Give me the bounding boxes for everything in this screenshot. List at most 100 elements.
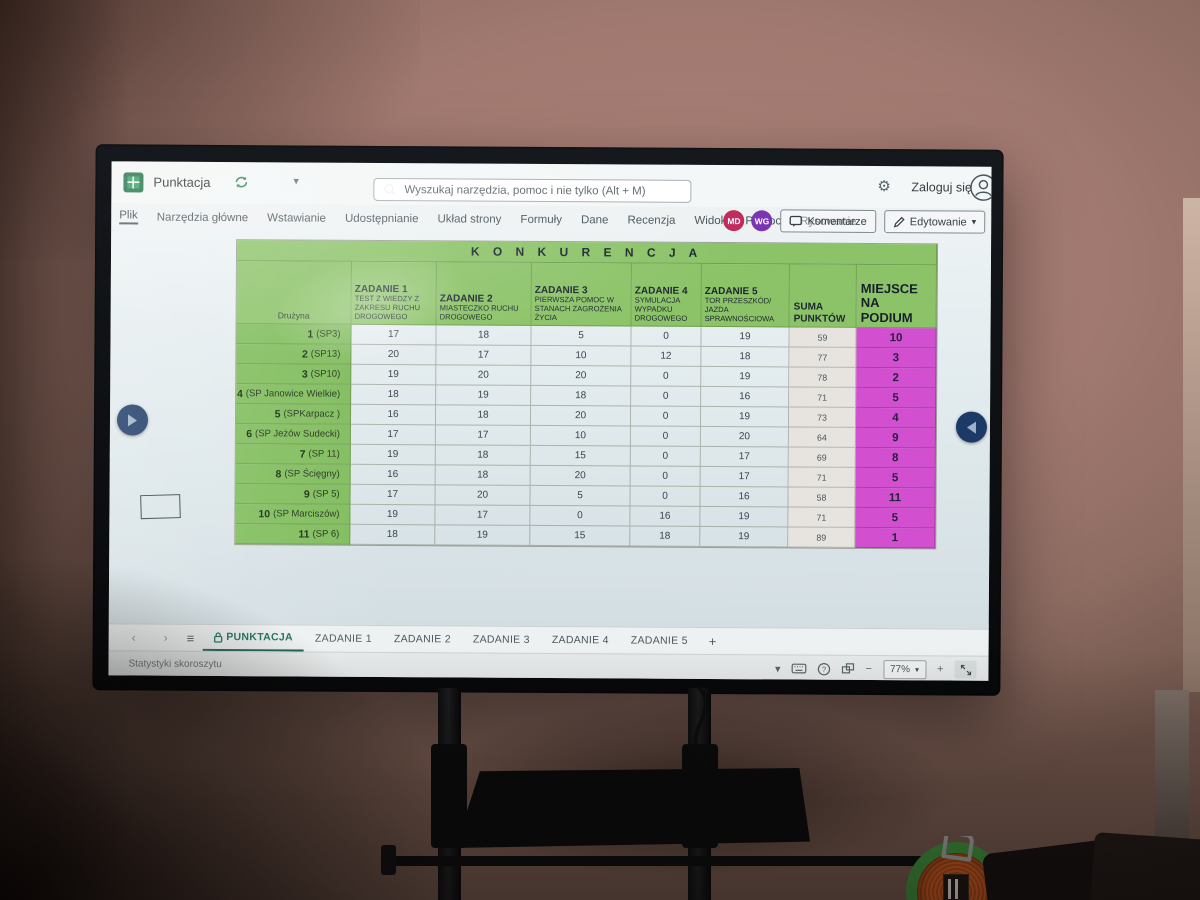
menu-uk-ad-strony[interactable]: Układ strony	[437, 212, 502, 226]
score-cell-r11-z4[interactable]: 18	[630, 526, 701, 547]
menu-plik[interactable]: Plik	[119, 209, 138, 225]
score-cell-r3-z5[interactable]: 19	[701, 366, 790, 388]
sum-cell-row-2[interactable]: 77	[789, 347, 857, 368]
score-cell-r5-z3[interactable]: 20	[530, 405, 632, 427]
score-cell-r9-z3[interactable]: 5	[530, 485, 631, 507]
score-cell-r2-z5[interactable]: 18	[701, 346, 790, 368]
score-cell-r8-z4[interactable]: 0	[630, 466, 701, 487]
score-cell-r9-z4[interactable]: 0	[630, 486, 701, 507]
place-cell-row-7[interactable]: 8	[855, 447, 936, 469]
score-cell-r9-z2[interactable]: 20	[435, 485, 531, 506]
score-cell-r4-z3[interactable]: 18	[531, 385, 632, 407]
sum-cell-row-4[interactable]: 71	[789, 387, 857, 408]
score-cell-r10-z5[interactable]: 19	[700, 506, 789, 528]
menu-udost-pnianie[interactable]: Udostępnianie	[344, 212, 419, 225]
score-cell-r7-z1[interactable]: 19	[350, 444, 436, 466]
menu-dane[interactable]: Dane	[580, 213, 609, 226]
score-cell-r1-z3[interactable]: 5	[531, 325, 632, 347]
score-cell-r2-z3[interactable]: 10	[531, 345, 632, 367]
title-chevron-down-icon[interactable]: ▾	[293, 175, 300, 188]
score-cell-r7-z4[interactable]: 0	[630, 446, 701, 467]
place-cell-row-5[interactable]: 4	[855, 407, 937, 429]
sheet-tab-zadanie-5[interactable]: ZADANIE 5	[620, 627, 699, 653]
score-cell-r10-z1[interactable]: 19	[350, 504, 436, 526]
team-cell-row-11[interactable]: 11 (SP 6)	[235, 524, 351, 545]
zoom-in-icon[interactable]: +	[937, 663, 944, 676]
sheet-tab-zadanie-4[interactable]: ZADANIE 4	[541, 627, 620, 653]
sum-cell-row-11[interactable]: 89	[788, 527, 856, 548]
zoom-out-icon[interactable]: −	[865, 662, 873, 675]
sheet-tab-zadanie-3[interactable]: ZADANIE 3	[462, 626, 541, 652]
menu-widok[interactable]: Widok	[694, 214, 727, 227]
score-cell-r1-z2[interactable]: 18	[436, 325, 532, 346]
score-cell-r5-z5[interactable]: 19	[700, 406, 790, 428]
score-cell-r6-z2[interactable]: 17	[435, 425, 531, 446]
excel-app-icon[interactable]	[123, 172, 144, 193]
place-cell-row-9[interactable]: 11	[855, 487, 936, 509]
score-cell-r3-z2[interactable]: 20	[436, 365, 532, 386]
score-cell-r8-z2[interactable]: 18	[435, 465, 531, 486]
score-cell-r10-z2[interactable]: 17	[435, 505, 531, 526]
place-cell-row-4[interactable]: 5	[856, 387, 937, 409]
place-cell-row-1[interactable]: 10	[856, 327, 937, 349]
team-cell-row-6[interactable]: 6 (SP Jeżów Sudecki)	[235, 424, 351, 445]
score-cell-r4-z5[interactable]: 16	[701, 386, 790, 408]
gear-icon[interactable]: ⚙	[877, 178, 891, 196]
score-cell-r5-z2[interactable]: 18	[435, 405, 532, 426]
team-cell-row-4[interactable]: 4 (SP Janowice Wielkie)	[236, 384, 352, 405]
score-cell-r7-z5[interactable]: 17	[700, 446, 789, 468]
score-cell-r1-z4[interactable]: 0	[631, 326, 702, 347]
place-cell-row-11[interactable]: 1	[855, 527, 936, 549]
score-cell-r3-z3[interactable]: 20	[531, 365, 632, 387]
score-cell-r3-z4[interactable]: 0	[631, 366, 702, 387]
score-cell-r6-z3[interactable]: 10	[530, 425, 631, 447]
display-settings-icon[interactable]	[841, 663, 855, 675]
search-input[interactable]	[373, 177, 692, 203]
score-cell-r2-z4[interactable]: 12	[631, 346, 702, 367]
score-cell-r4-z4[interactable]: 0	[631, 386, 702, 407]
account-person-icon[interactable]	[969, 174, 992, 202]
score-cell-r8-z3[interactable]: 20	[530, 465, 631, 487]
team-cell-row-7[interactable]: 7 (SP 11)	[235, 444, 351, 465]
score-cell-r10-z3[interactable]: 0	[530, 505, 631, 527]
score-cell-r6-z1[interactable]: 17	[350, 424, 436, 446]
score-cell-r11-z5[interactable]: 19	[700, 526, 789, 548]
fit-to-window-button[interactable]	[954, 660, 977, 679]
display-side-menu-left-button[interactable]	[116, 404, 149, 436]
menu-narz-dzia-g-wne[interactable]: Narzędzia główne	[156, 211, 249, 224]
score-cell-r5-z1[interactable]: 16	[350, 404, 437, 426]
score-cell-r3-z1[interactable]: 19	[351, 364, 437, 386]
score-cell-r11-z1[interactable]: 18	[350, 524, 436, 546]
score-cell-r7-z2[interactable]: 18	[435, 445, 531, 466]
score-cell-r11-z2[interactable]: 19	[435, 525, 531, 546]
comments-button[interactable]: Komentarze	[780, 209, 876, 233]
team-cell-row-1[interactable]: 1 (SP3)	[236, 324, 352, 345]
score-cell-r1-z1[interactable]: 17	[351, 324, 437, 346]
menu-wstawianie[interactable]: Wstawianie	[267, 211, 327, 225]
avatar-md[interactable]: MD	[723, 210, 745, 232]
sum-cell-row-3[interactable]: 78	[789, 367, 857, 388]
score-cell-r8-z5[interactable]: 17	[700, 466, 789, 488]
display-side-menu-right-button[interactable]	[955, 411, 988, 443]
score-cell-r6-z4[interactable]: 0	[630, 426, 701, 447]
score-cell-r10-z4[interactable]: 16	[630, 506, 701, 527]
add-sheet-button[interactable]: +	[708, 633, 717, 649]
score-cell-r6-z5[interactable]: 20	[700, 426, 789, 448]
workbook-title[interactable]: Punktacja	[153, 174, 211, 190]
score-cell-r8-z1[interactable]: 16	[350, 464, 436, 486]
score-cell-r11-z3[interactable]: 15	[530, 525, 631, 547]
team-cell-row-5[interactable]: 5 (SPKarpacz )	[235, 404, 352, 425]
team-cell-row-2[interactable]: 2 (SP13)	[236, 344, 352, 365]
menu-formu-y[interactable]: Formuły	[520, 213, 563, 226]
sum-cell-row-7[interactable]: 69	[788, 447, 856, 468]
place-cell-row-3[interactable]: 2	[856, 367, 937, 389]
team-cell-row-10[interactable]: 10 (SP Marciszów)	[235, 504, 351, 525]
score-cell-r2-z1[interactable]: 20	[351, 344, 437, 366]
score-cell-r9-z1[interactable]: 17	[350, 484, 436, 506]
score-cell-r2-z2[interactable]: 17	[436, 345, 532, 366]
score-cell-r9-z5[interactable]: 16	[700, 486, 789, 508]
score-cell-r7-z3[interactable]: 15	[530, 445, 631, 467]
sum-cell-row-8[interactable]: 71	[788, 467, 856, 488]
sum-cell-row-5[interactable]: 73	[788, 407, 857, 428]
menu-recenzja[interactable]: Recenzja	[627, 213, 676, 227]
